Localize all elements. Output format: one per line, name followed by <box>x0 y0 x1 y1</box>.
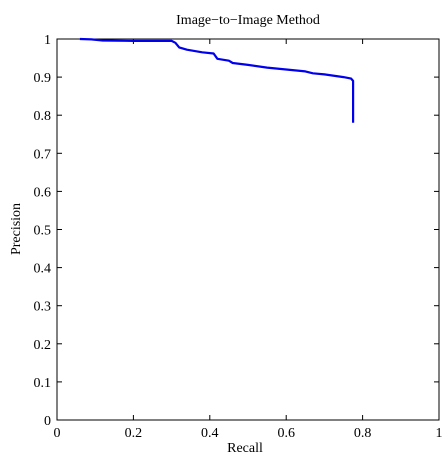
y-tick-label: 1 <box>44 33 51 48</box>
x-tick-label: 0.6 <box>277 426 295 441</box>
x-tick-label: 0.4 <box>201 426 219 441</box>
x-tick-label: 1 <box>436 426 442 441</box>
y-tick-label: 0.5 <box>34 224 52 239</box>
y-tick-label: 0.7 <box>34 147 52 162</box>
plot-frame <box>56 38 440 421</box>
x-tick-label: 0.2 <box>125 426 143 441</box>
x-tick-label: 0.8 <box>354 426 372 441</box>
tick-marks <box>56 38 440 421</box>
tick-labels: 0 0.2 0.4 0.6 0.8 1 0 0.1 0.2 0.3 0.4 0.5 0.6 0.7 0.8 0… <box>34 33 442 441</box>
x-tick-label: 0 <box>54 426 61 441</box>
y-tick-label: 0.8 <box>34 109 52 124</box>
x-axis-label: Recall <box>227 441 263 456</box>
y-tick-label: 0.2 <box>34 338 52 353</box>
y-tick-label: 0.6 <box>34 185 52 200</box>
y-tick-label: 0.1 <box>34 376 52 391</box>
y-tick-label: 0 <box>44 414 51 429</box>
y-axis-label: Precision <box>9 203 24 255</box>
series-line <box>79 37 355 123</box>
y-tick-label: 0.3 <box>34 300 52 315</box>
y-tick-label: 0.9 <box>34 71 52 86</box>
chart-title: Image−to−Image Method <box>176 13 320 28</box>
y-tick-label: 0.4 <box>34 262 52 277</box>
